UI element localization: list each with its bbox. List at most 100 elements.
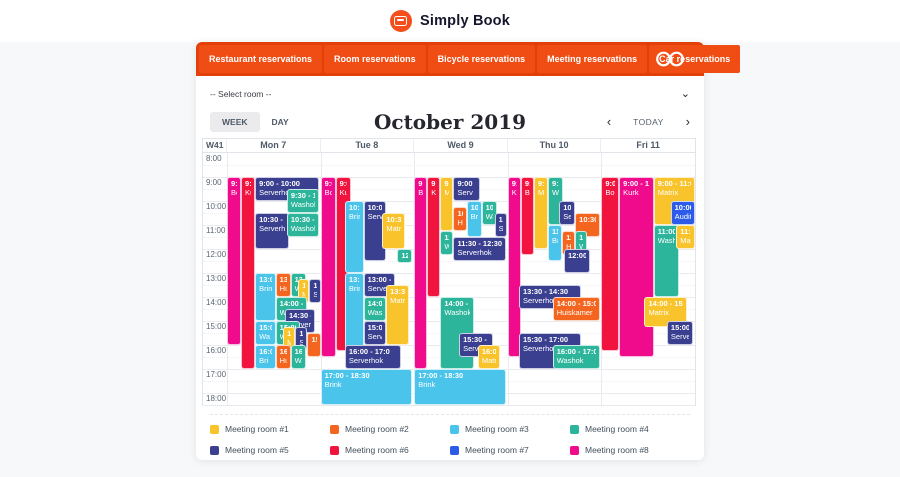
time-label: 16:00	[206, 346, 227, 355]
event-time: 11:30 - 12:30	[457, 239, 502, 248]
event-time: 14:00 -	[279, 299, 304, 308]
event-block[interactable]: 9:0Kur	[241, 177, 256, 369]
time-label: 8:00	[206, 154, 222, 163]
event-block[interactable]: 12:Wa	[397, 249, 413, 264]
day-header: Fri 11	[636, 140, 660, 150]
event-block[interactable]: 11:30 - 12:30 Serverhok	[453, 237, 506, 261]
event-block[interactable]: 14:00 - 15:0 Huiskamer	[552, 297, 600, 321]
event-time: 9:0	[418, 179, 423, 188]
event-time: 12:	[401, 251, 408, 260]
event-time: 11:	[566, 233, 571, 242]
time-label: 14:00	[206, 298, 227, 307]
nav-tab[interactable]: Restaurant reservations	[199, 45, 323, 73]
event-block[interactable]: 13Se	[309, 279, 321, 303]
event-time: 17:00 - 18:30	[418, 371, 464, 380]
event-block[interactable]: 10Se	[494, 213, 507, 237]
prev-week-button[interactable]: ‹	[606, 114, 612, 129]
event-block[interactable]: 17:00 - 18:30 Brink	[414, 369, 506, 405]
event-block[interactable]: 10:30 - 12:Serverhok	[255, 213, 289, 249]
booking-card-icon	[394, 16, 408, 26]
event-block[interactable]: 9:0Kur	[507, 177, 521, 357]
event-name: Bordee	[605, 188, 615, 197]
event-block[interactable]: 9:0Bor	[227, 177, 242, 345]
event-block[interactable]: 9:0Bor	[414, 177, 428, 369]
event-block[interactable]: 13:3Matri	[386, 285, 409, 345]
event-block[interactable]: 10:Bri	[466, 201, 482, 237]
event-block[interactable]: 9:0Ma	[534, 177, 549, 249]
event-block[interactable]: 11:00 -Washo	[653, 225, 680, 297]
event-name: Borc	[324, 188, 332, 197]
event-block[interactable]: 11:Bri	[548, 225, 563, 261]
calendar-toolbar: October 2019 WEEK DAY ‹ TODAY ›	[196, 106, 704, 138]
grid-line	[203, 405, 695, 406]
nav-tab[interactable]: Meeting reservations	[537, 45, 648, 73]
event-block[interactable]: 11:00Matri	[676, 225, 695, 249]
nav-tab[interactable]: Room reservations	[324, 45, 426, 73]
event-name: Hui	[566, 242, 572, 251]
event-time: 9:00 - 11:0	[657, 179, 691, 188]
event-name: Server	[463, 344, 486, 353]
time-label: 11:00	[206, 226, 226, 235]
event-time: 9:0	[538, 179, 544, 188]
event-block[interactable]: 14:00 - 15: Matrix	[644, 297, 688, 327]
event-block[interactable]: 11:Wa	[440, 231, 454, 255]
nav-tab[interactable]: Bicycle reservations	[427, 45, 536, 73]
event-block[interactable]: 15:30 -	[307, 333, 321, 357]
event-block[interactable]: 9:0Kur	[427, 177, 441, 297]
event-block[interactable]: 10:Hui	[453, 207, 467, 231]
legend-item: Meeting room #5	[210, 445, 330, 455]
event-block[interactable]: 9:00Borc	[320, 177, 336, 357]
event-name: Serverhok	[348, 356, 384, 365]
event-time: 15:00	[367, 323, 382, 332]
time-label: 13:00	[206, 274, 227, 283]
event-block[interactable]: 15:0Wa	[255, 321, 276, 345]
event-block[interactable]: 9:0Bor	[520, 177, 534, 255]
nav-tab[interactable]: Car reservations	[649, 45, 741, 73]
event-block[interactable]: 10:00Audit	[670, 201, 695, 225]
event-block[interactable]: 16Wa	[290, 345, 306, 369]
event-time: 15:	[299, 329, 304, 338]
event-block[interactable]: 12:00 -	[563, 249, 591, 273]
event-block[interactable]: 10:30 - 11Washok	[286, 213, 319, 237]
event-name: Serverhok	[457, 248, 492, 257]
event-block[interactable]: 9:30 - 10:Washok	[286, 189, 319, 213]
grid-line	[203, 165, 695, 166]
event-block[interactable]: 10:3Matri	[382, 213, 405, 249]
week-view-button[interactable]: WEEK	[210, 112, 260, 132]
event-block[interactable]: 16:00 - 17:0 Washok	[552, 345, 600, 369]
event-name: Serve	[367, 332, 382, 341]
room-select[interactable]: -- Select room -- ⌄	[196, 82, 704, 106]
event-time: 10:0	[485, 203, 493, 212]
event-block[interactable]: 16:00Matri	[477, 345, 501, 369]
event-time: 14:00	[367, 299, 382, 308]
event-time: 10:30 - 12:	[259, 215, 285, 224]
legend-label: Meeting room #6	[345, 445, 409, 455]
event-name: Washok	[556, 356, 584, 365]
chevron-down-icon[interactable]: ⌄	[680, 88, 690, 100]
next-week-button[interactable]: ›	[685, 114, 690, 129]
event-time: 15:30 -	[311, 335, 316, 344]
today-button[interactable]: TODAY	[633, 117, 664, 127]
event-block[interactable]: 14:00Washo	[363, 297, 387, 321]
event-block[interactable]: 9:00 - 1 Kurk	[619, 177, 654, 357]
event-name: Brink	[348, 284, 360, 293]
event-block[interactable]: 16:00 - 17:0 Serverhok	[344, 345, 402, 369]
legend-item: Meeting room #1	[210, 424, 330, 434]
event-block[interactable]: 9:00 Serv	[453, 177, 480, 201]
event-name: W.	[579, 242, 583, 251]
day-view-button[interactable]: DAY	[271, 117, 289, 127]
event-name: Washok	[290, 224, 315, 233]
event-block[interactable]: 9:00 - 1Bordee	[601, 177, 620, 351]
event-block[interactable]: 17:00 - 18:30 Brink	[320, 369, 413, 405]
day-column: 9:0Bor9:0Kur9:0Mat9:00Serv10:Bri10:0Wa10…	[414, 153, 508, 405]
